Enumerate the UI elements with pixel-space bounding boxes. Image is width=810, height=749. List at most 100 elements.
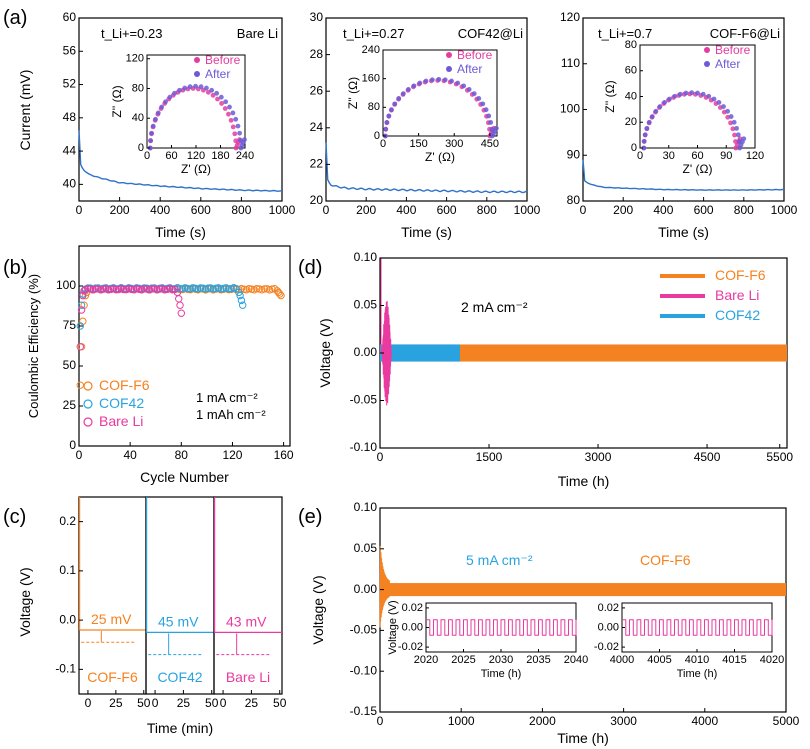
legend-label: After	[715, 57, 740, 71]
x-tick-label: 50	[137, 696, 151, 710]
x-tick-label: 2020	[414, 654, 438, 666]
legend-label: COF42	[715, 307, 760, 323]
eis-point	[644, 125, 650, 131]
x-tick-label: 3000	[585, 450, 612, 464]
eis-point	[667, 96, 672, 102]
ce-point	[99, 285, 107, 293]
x-tick-label: 200	[356, 203, 376, 217]
legend-label: Before	[457, 48, 493, 62]
x-tick-label: 2000	[529, 714, 556, 728]
eis-point	[198, 84, 204, 90]
legend-label: COF42	[99, 395, 144, 411]
eis-point	[476, 96, 482, 101]
ce-point	[276, 290, 284, 298]
y-axis-label: Coulombic Efficiency (%)	[26, 274, 41, 418]
y-tick-label: 80	[625, 39, 637, 51]
eis-point	[493, 125, 499, 131]
ce-point	[176, 284, 184, 293]
y-tick-label: 0	[138, 142, 144, 154]
ce-point	[232, 284, 240, 293]
x-tick-label: 1000	[771, 203, 798, 217]
eis-point	[483, 107, 489, 113]
eis-point	[461, 83, 467, 89]
inset-x-label: Z' (Ω)	[181, 162, 211, 176]
ce-point	[277, 291, 285, 300]
x-tick-label: 0	[637, 150, 643, 162]
ce-point	[212, 284, 220, 292]
y-tick-label: -0.02	[594, 641, 619, 653]
y-tick-label: 80	[132, 82, 144, 94]
ce-point	[76, 322, 84, 330]
ce-point	[245, 284, 253, 293]
eis-point	[147, 145, 153, 151]
y-tick-label: 0.10	[354, 250, 378, 264]
ce-point	[224, 285, 233, 293]
eis-point	[641, 145, 647, 151]
eis-point	[728, 114, 734, 119]
legend-label: COF-F6	[99, 377, 150, 393]
panel-a-frame	[325, 17, 528, 202]
eis-point	[700, 91, 706, 97]
eis-point	[411, 83, 417, 89]
x-tick-label: 90	[720, 150, 732, 162]
y-tick-label: 40	[63, 177, 77, 191]
eis-point	[480, 101, 486, 107]
ce-point	[84, 285, 92, 293]
eis-point	[233, 116, 239, 122]
x-axis-label: Time (min)	[147, 720, 213, 736]
x-tick-label: 600	[694, 203, 714, 217]
overpotential-label: 25 mV	[91, 611, 132, 627]
y-tick-label: 80	[368, 101, 380, 113]
y-tick-label: 0.00	[402, 621, 423, 633]
eis-point	[721, 104, 726, 109]
eis-point	[159, 104, 165, 110]
eis-point	[230, 110, 236, 116]
x-tick-label: 180	[211, 150, 229, 162]
inset-y-label: Voltage (V)	[387, 600, 399, 654]
eis-point	[646, 119, 652, 125]
x-tick-label: 50	[205, 696, 219, 710]
eis-point	[716, 100, 722, 105]
x-axis-label: Cycle Number	[140, 469, 229, 485]
voltage-trace	[214, 497, 282, 634]
inset-x-label: Z' (Ω)	[683, 162, 713, 176]
x-tick-label: 3000	[610, 714, 637, 728]
current-density: 2 mA cm⁻²	[461, 299, 528, 315]
eis-point	[436, 76, 442, 82]
current-density: 1 mA cm⁻²	[196, 390, 258, 405]
x-tick-label: 5000	[773, 714, 800, 728]
y-tick-label: 120	[126, 53, 144, 65]
x-tick-label: 5500	[766, 450, 793, 464]
series-label: COF-F6	[640, 552, 691, 568]
y-tick-label: 0.02	[402, 602, 423, 614]
eis-point	[423, 78, 429, 84]
ce-point	[76, 343, 84, 351]
x-tick-label: 240	[236, 150, 254, 162]
panel-title: COF42@Li	[458, 26, 523, 41]
x-tick-label: 1000	[514, 203, 541, 217]
cof-f6-band	[383, 583, 786, 597]
eis-point	[730, 126, 736, 132]
y-tick-label: 20	[310, 193, 324, 207]
legend-label: Bare Li	[715, 287, 759, 303]
inset-x-label: Time (h)	[677, 668, 718, 680]
y-tick-label: -0.10	[350, 440, 378, 454]
eis-point	[396, 96, 402, 101]
ce-point	[76, 381, 84, 389]
eis-point	[182, 85, 188, 91]
eis-point	[466, 87, 472, 92]
eis-point	[442, 77, 448, 83]
y-tick-label: 40	[132, 112, 144, 124]
y-tick-label: 0.00	[354, 582, 378, 596]
eis-point	[735, 132, 741, 138]
x-tick-label: 0	[76, 203, 83, 217]
inset-y-label: Z'' (Ω)	[346, 77, 360, 109]
eis-point	[653, 108, 659, 114]
ce-point	[175, 295, 183, 303]
eis-point	[386, 113, 392, 119]
eis-point	[383, 126, 389, 132]
y-tick-label: 80	[567, 193, 581, 207]
eis-point	[235, 123, 241, 129]
ce-point	[140, 285, 148, 293]
y-tick-label: 0	[69, 438, 76, 452]
